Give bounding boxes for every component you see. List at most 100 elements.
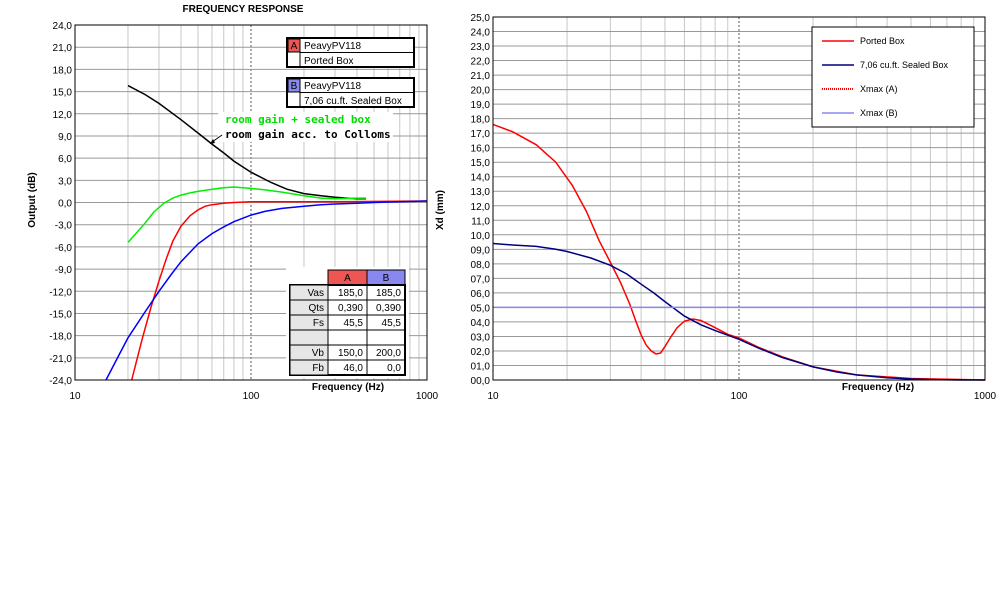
plot-frame <box>492 16 986 381</box>
table-cell-b: 45,5 <box>382 318 402 329</box>
table-cell-label: Vb <box>312 348 325 359</box>
y-tick-label: -3,0 <box>55 221 73 232</box>
y-tick-label: 24,0 <box>471 28 491 39</box>
table-cell-a: 185,0 <box>338 288 363 299</box>
series-line <box>105 200 428 381</box>
table-cell-a: 46,0 <box>344 363 364 374</box>
y-tick-label: -21,0 <box>49 354 72 365</box>
series-layer <box>105 84 428 381</box>
y-tick-label: -6,0 <box>55 243 73 254</box>
y-tick-label: 12,0 <box>471 202 491 213</box>
annotation-text: room gain acc. to Colloms <box>225 128 391 141</box>
y-tick-label: 04,0 <box>471 318 491 329</box>
frequency-response-chart: 24,0 21,0 18,0 15,0 12,0 9,0 6,0 3,0 0,0 -3,0 -6,0… <box>27 4 439 402</box>
y-tick-label: 09,0 <box>471 245 491 256</box>
y-tick-label: 17,0 <box>471 129 491 140</box>
chart-title: FREQUENCY RESPONSE <box>183 4 304 15</box>
y-tick-label: 23,0 <box>471 42 491 53</box>
y-tick-label: 01,0 <box>471 361 491 372</box>
y-tick-label: 18,0 <box>471 115 491 126</box>
table-cell-label: Fs <box>313 318 324 329</box>
y-tick-label: 24,0 <box>53 21 73 32</box>
x-tick-label: 10 <box>487 391 499 402</box>
legend: A PeavyPV118 Ported Box B PeavyPV118 7,06 cu.… <box>286 37 415 108</box>
legend-label: Xmax (A) <box>860 84 898 94</box>
y-tick-label: 18,0 <box>53 65 73 76</box>
x-tick-label: 1000 <box>416 391 439 402</box>
legend-label: Ported Box <box>860 36 905 46</box>
series-line <box>492 242 985 381</box>
table-cell-a: 45,5 <box>344 318 364 329</box>
y-tick-label: 21,0 <box>471 71 491 82</box>
y-tick-label: -9,0 <box>55 265 73 276</box>
legend-line1: PeavyPV118 <box>304 41 362 52</box>
series-line <box>127 84 366 200</box>
x-tick-labels: 10 100 1000 <box>69 391 438 402</box>
y-tick-label: 00,0 <box>471 376 491 387</box>
table-cell-a: 150,0 <box>338 348 363 359</box>
y-tick-label: 0,0 <box>58 199 72 210</box>
annotations: room gain + sealed box room gain acc. to … <box>210 112 393 144</box>
y-tick-label: 25,0 <box>471 13 491 24</box>
x-tick-labels: 10 100 1000 <box>487 391 996 402</box>
table-header: A <box>344 273 351 284</box>
series-line <box>127 186 366 243</box>
series-line <box>130 200 428 381</box>
series-layer <box>492 123 986 381</box>
table-header: B <box>383 273 390 284</box>
legend-line1: PeavyPV118 <box>304 81 362 92</box>
legend: Ported Box 7,06 cu.ft. Sealed Box Xmax (A)… <box>811 26 975 128</box>
y-tick-labels: 24,0 21,0 18,0 15,0 12,0 9,0 6,0 3,0 0,0 -3,0 -6,0… <box>49 21 72 387</box>
y-tick-label: 16,0 <box>471 144 491 155</box>
y-tick-label: 19,0 <box>471 100 491 111</box>
x-tick-label: 1000 <box>974 391 997 402</box>
table-cell-b: 185,0 <box>376 288 401 299</box>
y-tick-label: 20,0 <box>471 86 491 97</box>
table-cell-b: 0,390 <box>376 303 401 314</box>
x-axis-label: Frequency (Hz) <box>842 382 914 393</box>
table-cell-label: Fb <box>312 363 324 374</box>
legend-key-label: B <box>291 81 298 92</box>
y-tick-label: 13,0 <box>471 187 491 198</box>
y-tick-label: 06,0 <box>471 289 491 300</box>
x-tick-label: 100 <box>731 391 748 402</box>
y-tick-label: -18,0 <box>49 332 72 343</box>
legend-box <box>811 26 975 128</box>
y-tick-label: 03,0 <box>471 332 491 343</box>
table-cell-b: 0,0 <box>387 363 401 374</box>
y-tick-label: 02,0 <box>471 347 491 358</box>
table-cell-b: 200,0 <box>376 348 401 359</box>
y-tick-label: 07,0 <box>471 274 491 285</box>
table-cell-label: Vas <box>308 288 325 299</box>
y-tick-labels: 25,0 24,0 23,0 22,0 21,0 20,0 19,0 18,0 17,0 16,0… <box>471 13 491 387</box>
y-tick-label: -12,0 <box>49 287 72 298</box>
parameter-table: A B Vas 185,0 185,0 Qts 0,390 0,390 Fs 45,5 45,5 Vb… <box>286 267 409 378</box>
y-axis-label: Xd (mm) <box>435 190 446 230</box>
annotation-background <box>218 112 393 142</box>
y-tick-label: 22,0 <box>471 57 491 68</box>
y-tick-label: 05,0 <box>471 303 491 314</box>
table-cell-a: 0,390 <box>338 303 363 314</box>
excursion-chart: 25,0 24,0 23,0 22,0 21,0 20,0 19,0 18,0 17,0 16,0… <box>435 13 997 402</box>
y-tick-label: 6,0 <box>58 154 72 165</box>
legend-line2: 7,06 cu.ft. Sealed Box <box>304 96 402 107</box>
y-tick-label: 10,0 <box>471 231 491 242</box>
legend-line2: Ported Box <box>304 56 353 67</box>
y-tick-label: 9,0 <box>58 132 72 143</box>
legend-label: Xmax (B) <box>860 108 898 118</box>
y-tick-label: 15,0 <box>471 158 491 169</box>
x-axis-label: Frequency (Hz) <box>312 382 384 393</box>
y-tick-label: -24,0 <box>49 376 72 387</box>
y-axis-label: Output (dB) <box>27 172 38 228</box>
annotation-arrowhead <box>210 139 215 144</box>
x-tick-label: 100 <box>243 391 260 402</box>
table-cell-label: Qts <box>308 303 324 314</box>
legend-key-label: A <box>291 41 298 52</box>
legend-label: 7,06 cu.ft. Sealed Box <box>860 60 949 70</box>
y-tick-label: 3,0 <box>58 176 72 187</box>
y-tick-label: 11,0 <box>471 216 490 227</box>
plot-frame <box>74 24 428 381</box>
y-tick-label: 15,0 <box>53 88 73 99</box>
annotation-text: room gain + sealed box <box>225 113 371 126</box>
